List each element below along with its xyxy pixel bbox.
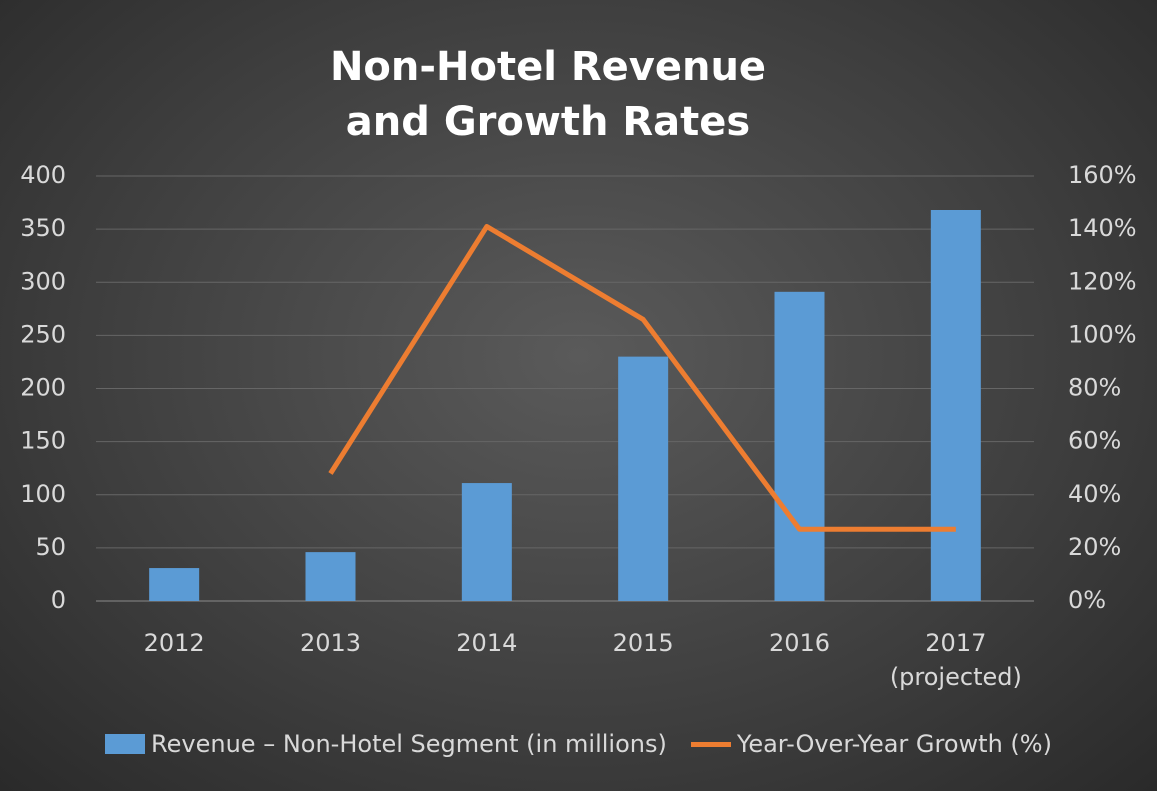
- line: [328, 223, 956, 532]
- x-tick-label: 2015: [612, 629, 674, 657]
- y-tick-label: 300: [20, 267, 66, 295]
- y-tick-label: 250: [20, 320, 66, 348]
- y2-tick-label: 120%: [1068, 267, 1137, 295]
- legend-swatch: [690, 741, 731, 747]
- bar: [774, 291, 825, 601]
- x-tick-label: 2017 (projected): [889, 629, 1022, 691]
- legend-item: Revenue – Non-Hotel Segment (in millions…: [105, 730, 667, 758]
- y2-tick-label: 0%: [1068, 586, 1106, 614]
- y2-tick-label: 40%: [1068, 480, 1121, 508]
- y-tick-label: 150: [20, 427, 66, 455]
- y2-tick-label: 140%: [1068, 214, 1137, 242]
- x-tick-label: 2016: [768, 629, 831, 657]
- y-tick-label: 400: [20, 161, 66, 189]
- bar: [305, 552, 356, 601]
- x-tick-label: 2013: [299, 629, 362, 657]
- y-tick-label: 100: [20, 480, 66, 508]
- y-tick-label: 50: [35, 533, 66, 561]
- chart-title: Non-Hotel Revenue and Growth Rates: [329, 44, 767, 145]
- y2-tick-label: 80%: [1068, 374, 1121, 402]
- bar: [618, 356, 669, 601]
- legend: Revenue – Non-Hotel Segment (in millions…: [0, 730, 1157, 758]
- y-tick-label: 350: [20, 214, 66, 242]
- x-tick-label: 2014: [456, 629, 518, 657]
- legend-swatch: [105, 734, 146, 754]
- bar: [930, 210, 981, 601]
- x-tick-label: 2012: [143, 629, 205, 657]
- bar: [461, 483, 512, 601]
- bar: [149, 568, 200, 601]
- y-tick-label: 200: [20, 374, 66, 402]
- y2-tick-label: 20%: [1068, 533, 1121, 561]
- y2-tick-label: 160%: [1068, 161, 1137, 189]
- legend-label: Year-Over-Year Growth (%): [736, 730, 1052, 758]
- y-tick-label: 0: [51, 586, 66, 614]
- y2-tick-label: 60%: [1068, 427, 1121, 455]
- legend-label: Revenue – Non-Hotel Segment (in millions…: [151, 730, 667, 758]
- legend-item: Year-Over-Year Growth (%): [690, 730, 1052, 758]
- y2-tick-label: 100%: [1068, 320, 1137, 348]
